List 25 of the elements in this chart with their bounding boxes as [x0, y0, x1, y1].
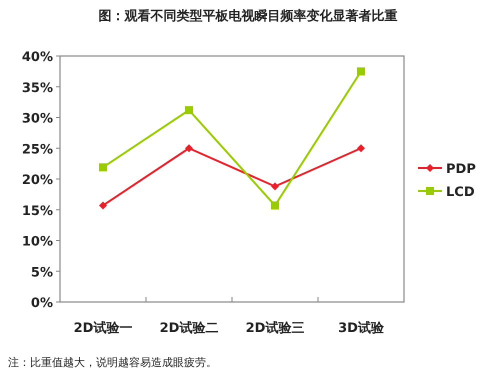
point	[99, 163, 107, 172]
point	[271, 201, 279, 210]
x-tick-label: 3D试验	[338, 320, 385, 336]
point	[185, 106, 193, 114]
point	[357, 144, 365, 152]
y-tick-label: 15%	[22, 204, 53, 219]
x-tick-label: 2D试验一	[74, 320, 132, 336]
point	[271, 182, 279, 190]
y-tick-label: 5%	[30, 265, 53, 280]
x-tick-label: 2D试验三	[246, 320, 304, 336]
point	[99, 201, 107, 210]
y-tick-label: 40%	[22, 50, 53, 65]
y-tick-label: 20%	[22, 173, 53, 188]
y-tick-label: 30%	[22, 112, 53, 126]
legend-label: LCD	[446, 185, 475, 200]
chart-title: 图：观看不同类型平板电视瞬目频率变化显著者比重	[98, 8, 398, 24]
x-tick-label: 2D试验二	[160, 320, 218, 336]
y-tick-label: 0%	[30, 296, 53, 311]
legend-label: PDP	[446, 162, 476, 177]
point	[357, 67, 365, 76]
y-tick-label: 35%	[22, 80, 53, 96]
y-tick-label: 10%	[22, 234, 53, 250]
y-tick-label: 25%	[22, 142, 53, 158]
text: 注：比重值越大，说明越容易造成眼疲劳。	[8, 356, 217, 369]
point	[185, 144, 193, 152]
